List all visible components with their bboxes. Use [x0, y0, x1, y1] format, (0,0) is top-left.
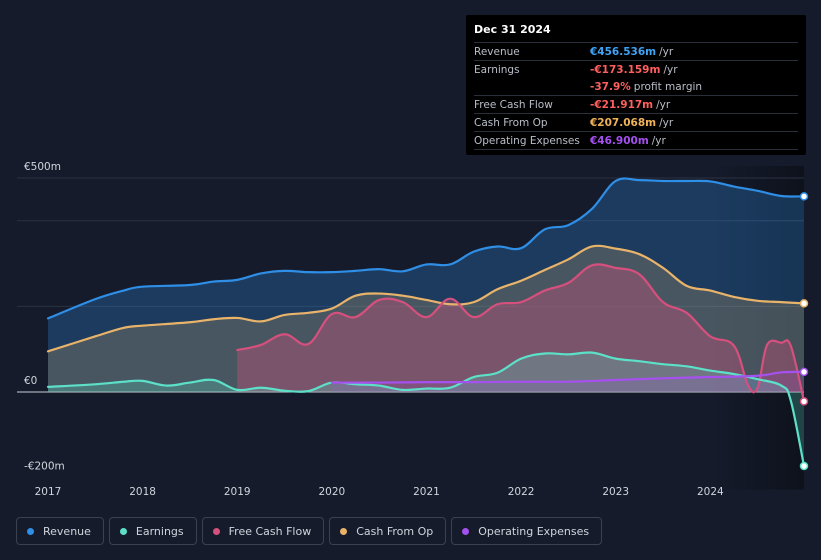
chart: €500m €0 -€200m 2017 2018 2019 2020 2021 2022 202… — [17, 161, 809, 498]
legend-dot-icon — [119, 527, 127, 535]
area-revenue — [48, 178, 804, 392]
x-tick-label: 2023 — [602, 486, 629, 498]
line-cfo — [46, 244, 806, 353]
tooltip-value: €46.900m — [590, 134, 649, 147]
legend: Revenue Earnings Free Cash Flow Cash Fro… — [16, 517, 607, 545]
legend-item-cash-from-op[interactable]: Cash From Op — [329, 517, 447, 545]
tooltip-label: Operating Expenses — [474, 134, 580, 147]
x-tick-label: 2020 — [318, 486, 345, 498]
area-cfo — [48, 245, 804, 392]
legend-dot-icon — [340, 527, 348, 535]
y-tick-label: €500m — [24, 161, 61, 173]
legend-dot-icon — [212, 527, 220, 535]
tooltip-unit: profit margin — [633, 80, 703, 93]
line-opex — [330, 370, 806, 384]
tooltip-label: Cash From Op — [474, 116, 548, 129]
tooltip-unit: /yr — [651, 134, 666, 147]
legend-item-free-cash-flow[interactable]: Free Cash Flow — [201, 517, 325, 545]
legend-item-earnings[interactable]: Earnings — [108, 517, 197, 545]
x-tick-label: 2021 — [413, 486, 440, 498]
area-fcf — [237, 264, 804, 402]
tooltip-label: Free Cash Flow — [474, 98, 553, 111]
tooltip-value: -€21.917m — [590, 98, 654, 111]
x-tick-label: 2024 — [697, 486, 724, 498]
tooltip-unit: /yr — [663, 63, 678, 76]
tooltip-row-cash-from-op: Cash From Op €207.068m /yr — [474, 114, 798, 132]
tooltip-row-profit-margin: -37.9% profit margin — [474, 78, 798, 96]
tooltip-unit: /yr — [659, 45, 674, 58]
forecast-shade — [710, 166, 804, 490]
tooltip-row-operating-expenses: Operating Expenses €46.900m /yr — [474, 132, 798, 150]
line-revenue — [46, 177, 806, 320]
legend-item-revenue[interactable]: Revenue — [16, 517, 104, 545]
legend-item-operating-expenses[interactable]: Operating Expenses — [451, 517, 603, 545]
legend-dot-icon — [27, 527, 34, 535]
tooltip-date: Dec 31 2024 — [474, 23, 798, 43]
tooltip-row-free-cash-flow: Free Cash Flow -€21.917m /yr — [474, 96, 798, 114]
x-tick-label: 2018 — [129, 486, 156, 498]
legend-label: Cash From Op — [356, 524, 434, 538]
legend-label: Earnings — [135, 524, 184, 538]
tooltip-row-revenue: Revenue €456.536m /yr — [474, 43, 798, 61]
tooltip-value: -€173.159m — [590, 63, 661, 76]
x-tick-label: 2022 — [508, 486, 535, 498]
legend-dot-icon — [462, 527, 470, 535]
tooltip-value: -37.9% — [590, 80, 631, 93]
tooltip-value: €207.068m — [590, 116, 657, 129]
end-marker-opex — [799, 367, 809, 377]
tooltip-value: €456.536m — [590, 45, 657, 58]
end-marker-earnings — [799, 461, 809, 471]
end-marker-cfo — [799, 299, 809, 308]
y-tick-label: €0 — [24, 375, 37, 387]
tooltip-panel: Dec 31 2024 Revenue €456.536m /yr Earnin… — [466, 15, 806, 155]
legend-label: Operating Expenses — [478, 524, 590, 538]
x-tick-label: 2019 — [224, 486, 251, 498]
y-tick-label: -€200m — [24, 461, 65, 473]
tooltip-row-earnings: Earnings -€173.159m /yr — [474, 61, 798, 78]
line-earnings — [46, 351, 806, 468]
tooltip-label: Earnings — [474, 63, 520, 76]
legend-label: Revenue — [43, 524, 91, 538]
tooltip-label: Revenue — [474, 45, 520, 58]
end-marker-fcf — [799, 397, 809, 406]
tooltip-unit: /yr — [659, 116, 674, 129]
tooltip-unit: /yr — [656, 98, 671, 111]
line-fcf — [236, 263, 806, 403]
x-tick-label: 2017 — [35, 486, 62, 498]
end-marker-revenue — [799, 192, 809, 201]
legend-label: Free Cash Flow — [228, 524, 312, 538]
